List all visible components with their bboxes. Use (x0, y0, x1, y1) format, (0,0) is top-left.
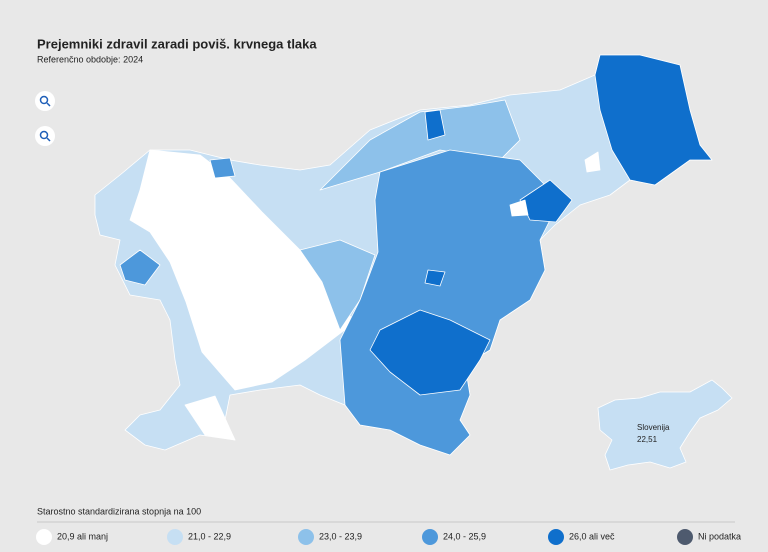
region (424, 109, 446, 141)
region (209, 157, 236, 179)
region (519, 179, 573, 223)
region (119, 249, 161, 286)
legend-label: Ni podatka (698, 531, 741, 541)
legend-label: 23,0 - 23,9 (319, 531, 362, 541)
zoom-in[interactable] (35, 91, 55, 111)
region (129, 149, 356, 391)
legend-label: 20,9 ali manj (57, 531, 108, 541)
region (594, 54, 713, 186)
region (369, 309, 491, 396)
title: Prejemniki zdravil zaradi poviš. krvnega… (37, 36, 317, 51)
region (184, 395, 236, 441)
region (509, 199, 529, 217)
legend-swatch (548, 529, 564, 545)
region (424, 269, 446, 287)
legend-title: Starostno standardizirana stopnja na 100 (37, 506, 201, 516)
legend-label: 26,0 ali več (569, 531, 615, 541)
region (319, 99, 521, 191)
subtitle: Referenčno obdobje: 2024 (37, 54, 143, 64)
inset: Slovenija 22,51 (597, 379, 733, 471)
zoom-out[interactable] (35, 126, 55, 146)
map (94, 54, 713, 456)
region (339, 149, 561, 456)
legend: 20,9 ali manj 21,0 - 22,9 23,0 - 23,9 24,0 … (36, 529, 741, 545)
inset-value: 22,51 (637, 435, 658, 444)
legend-label: 21,0 - 22,9 (188, 531, 231, 541)
legend-swatch (298, 529, 314, 545)
legend-swatch (422, 529, 438, 545)
inset-map (597, 379, 733, 471)
legend-swatch (36, 529, 52, 545)
legend-swatch (677, 529, 693, 545)
legend-label: 24,0 - 25,9 (443, 531, 486, 541)
legend-swatch (167, 529, 183, 545)
inset-name: Slovenija (637, 423, 670, 432)
region (584, 151, 601, 173)
